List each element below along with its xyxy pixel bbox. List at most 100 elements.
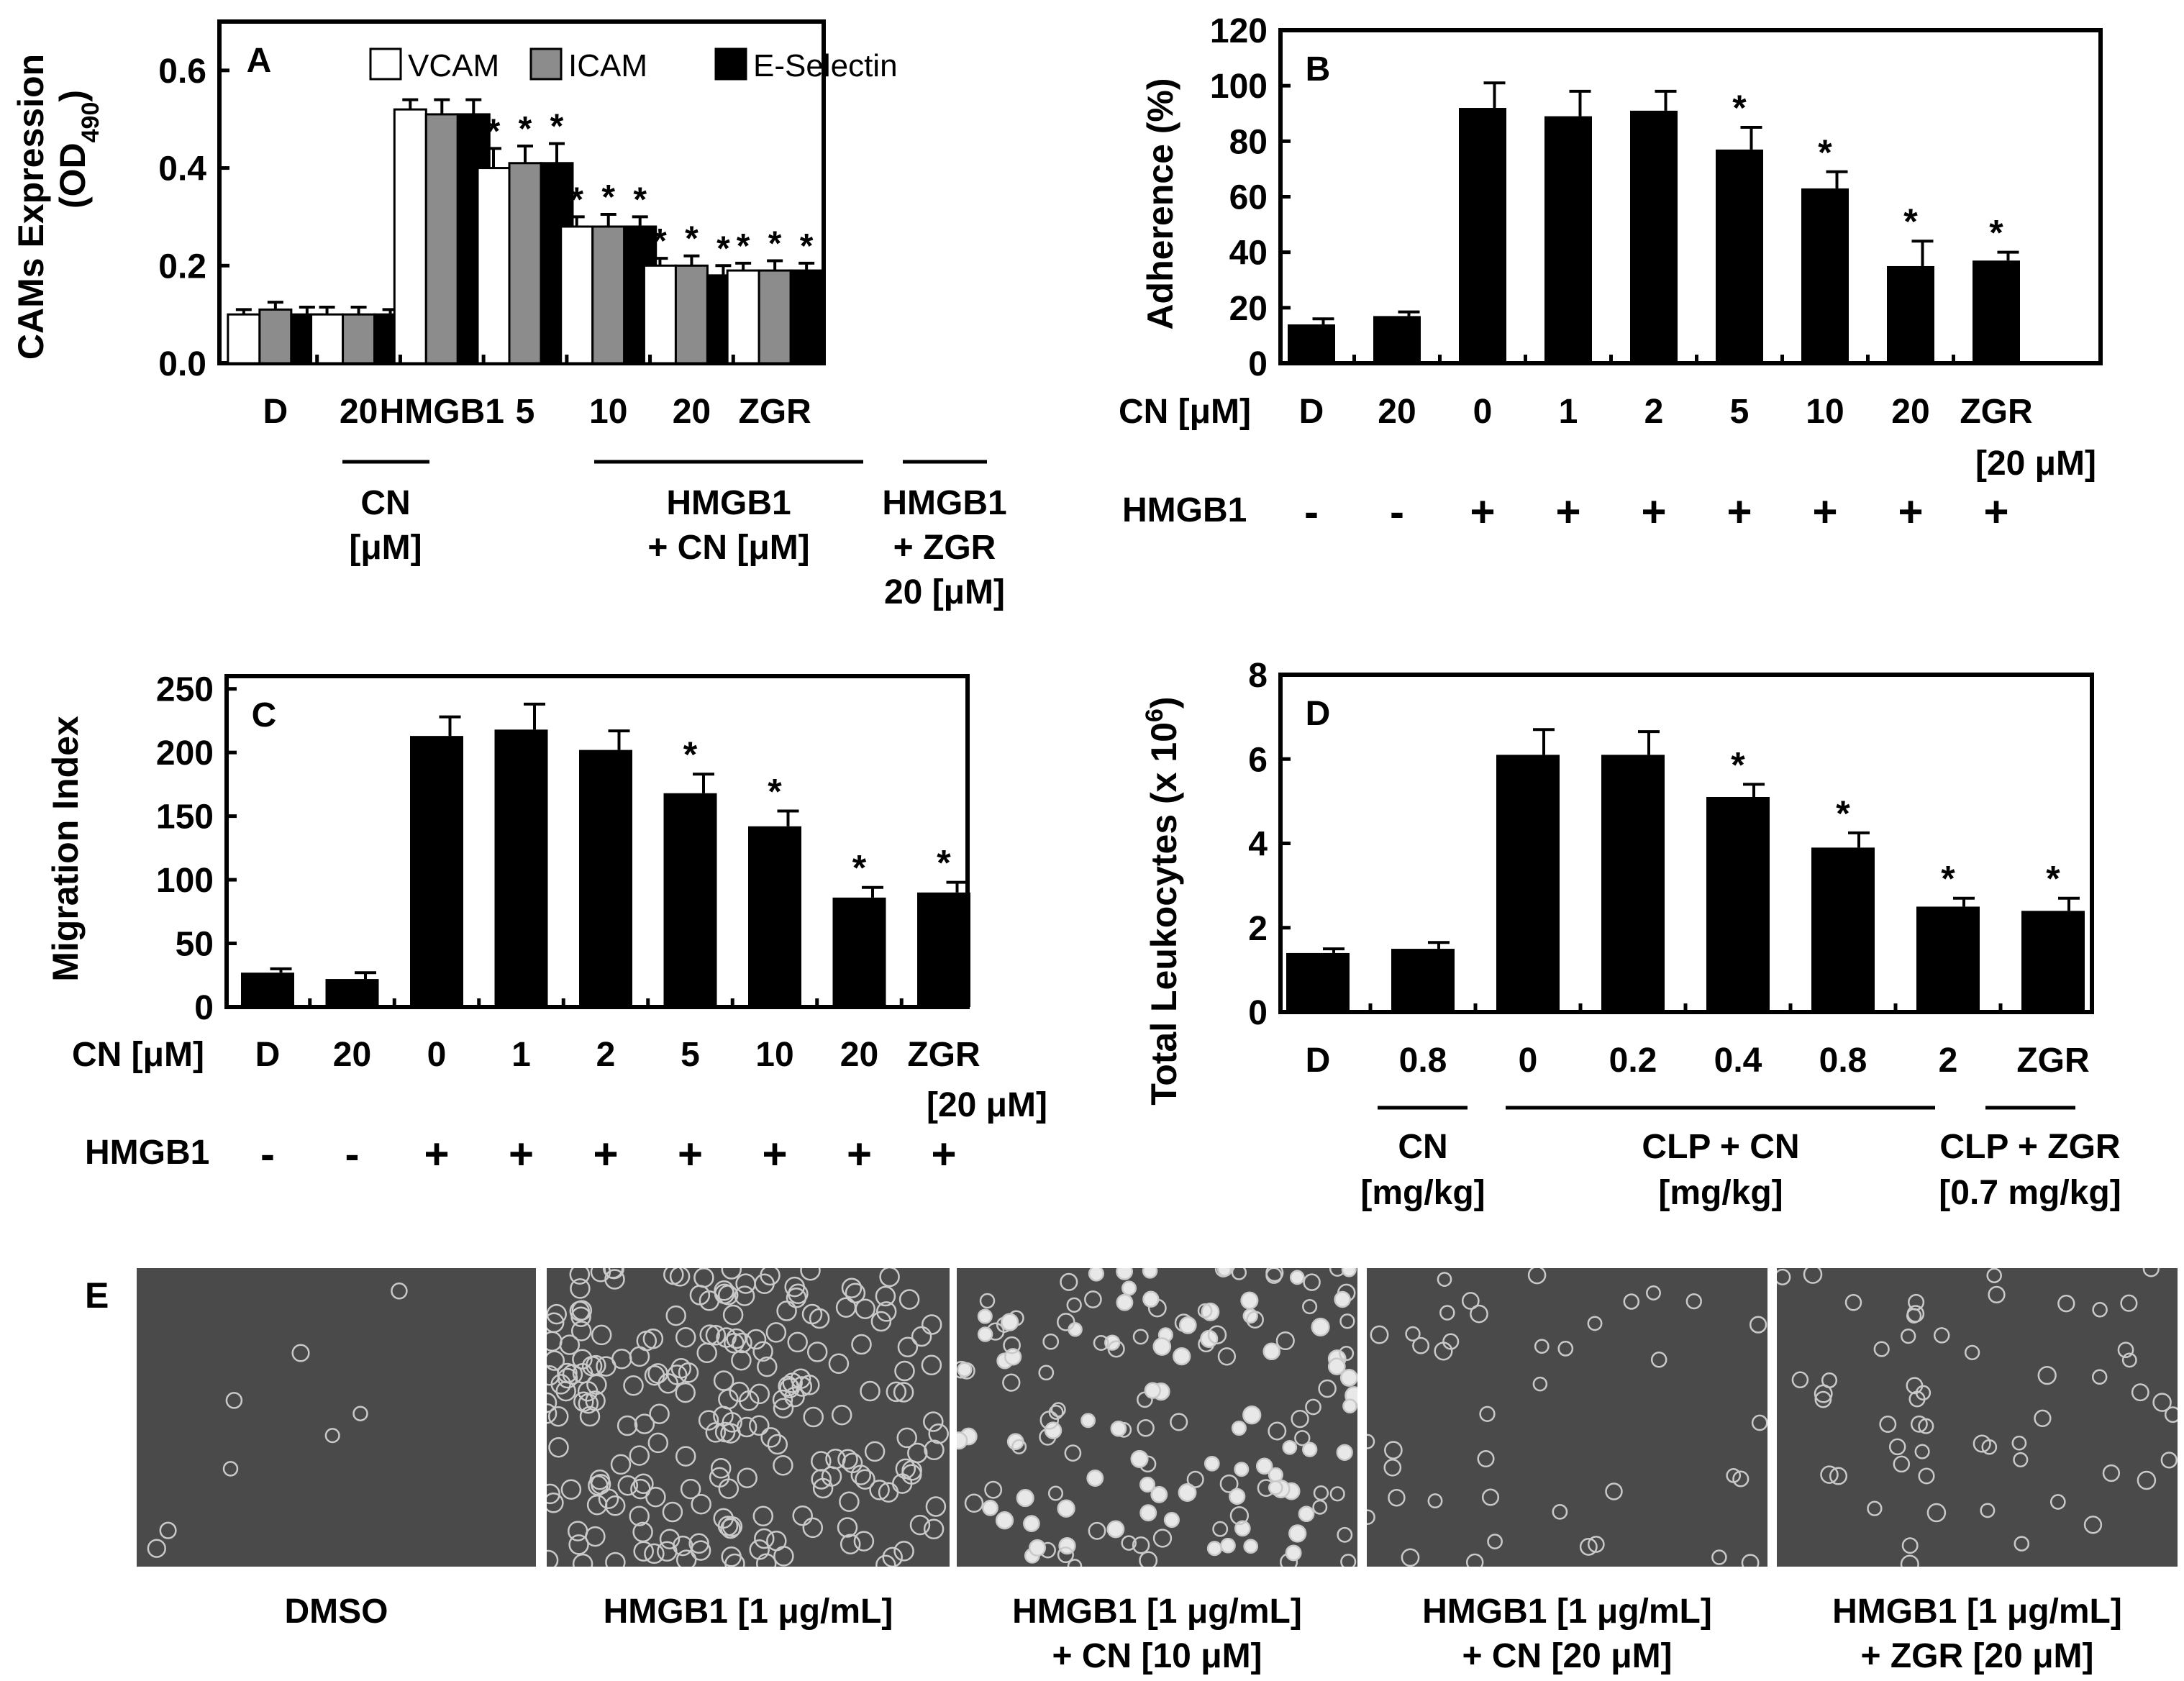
panel-a-significance: * (800, 227, 814, 265)
cell (1139, 1476, 1156, 1493)
cell (895, 1458, 916, 1480)
cell (1066, 1297, 1082, 1313)
cell (1384, 1441, 1403, 1459)
micrograph-label: + CN [20 μM] (1462, 1637, 1673, 1675)
cell (590, 1268, 611, 1283)
cell (850, 1464, 872, 1485)
cell (1340, 1554, 1357, 1567)
panel-a-bar-vcam (393, 108, 427, 365)
cell (778, 1375, 798, 1397)
cell (705, 1325, 727, 1346)
cell (1116, 1268, 1134, 1280)
cell (860, 1380, 881, 1402)
cell (1086, 1470, 1104, 1487)
cell (2131, 1383, 2149, 1402)
cell (1477, 1449, 1495, 1468)
cell (977, 1308, 993, 1324)
cell (925, 1496, 947, 1517)
cell (1220, 1537, 1236, 1554)
cell (837, 1449, 858, 1470)
cell (1329, 1486, 1345, 1502)
panel-a-bar-icam (342, 313, 376, 365)
cell (1178, 1483, 1197, 1502)
cell (591, 1324, 612, 1346)
cell (693, 1268, 714, 1288)
panel-c-hmgb1-sign: + (424, 1130, 449, 1178)
cell (835, 1297, 857, 1318)
cell (773, 1455, 793, 1476)
cell (709, 1467, 730, 1488)
cell (1803, 1268, 1823, 1284)
cell (718, 1389, 739, 1410)
cell (923, 1518, 945, 1540)
cell (1888, 1438, 1906, 1456)
cell (1084, 1290, 1102, 1308)
cell (754, 1528, 775, 1549)
cell (669, 1268, 691, 1287)
panel-a-group-label: HMGB1 (666, 484, 791, 522)
panel-a-group-label: + CN [μM] (647, 529, 809, 567)
cell (1204, 1455, 1220, 1472)
panel-b-hmgb1-sign: + (1470, 488, 1495, 536)
cell (1282, 1439, 1298, 1455)
cell (1219, 1474, 1239, 1493)
cell (1873, 1341, 1890, 1357)
panel-d-group-label: [0.7 mg/kg] (1939, 1174, 2121, 1212)
cell (1243, 1539, 1259, 1554)
cell (705, 1422, 727, 1443)
cell (1028, 1539, 1047, 1557)
cell (659, 1529, 681, 1549)
panel-a-bar-vcam (726, 269, 760, 365)
cell (2164, 1406, 2178, 1423)
panel-c-category-label: 20 (333, 1036, 371, 1074)
cell (577, 1380, 599, 1402)
cell (1552, 1503, 1568, 1520)
cell (1173, 1347, 1191, 1366)
micrograph-label: HMGB1 [1 μg/mL] (1012, 1593, 1302, 1631)
cell (1121, 1535, 1137, 1551)
cell (1038, 1365, 1055, 1381)
cell (752, 1505, 774, 1527)
cell (786, 1288, 807, 1308)
cell (1587, 1316, 1603, 1331)
panel-c-category-label: ZGR (907, 1036, 980, 1074)
panel-b-row-label: CN [μM] (1119, 393, 1251, 431)
panel-d-bar (1496, 755, 1560, 1012)
micrograph-cells (147, 1283, 408, 1558)
cell (1367, 1434, 1375, 1449)
panel-b-bar (1973, 260, 2020, 363)
cell (773, 1398, 794, 1418)
cell (1116, 1293, 1134, 1311)
panel-a-bar-vcam (642, 264, 677, 365)
cell (736, 1416, 757, 1438)
panel-d-bar (1811, 847, 1875, 1012)
cell (547, 1403, 558, 1424)
cell (1814, 1390, 1832, 1408)
panel-a-group-label: [μM] (349, 529, 422, 567)
cell (1023, 1515, 1040, 1532)
cell (921, 1314, 942, 1335)
cell (573, 1391, 594, 1412)
cell (1142, 1268, 1158, 1279)
cell (225, 1392, 243, 1409)
cell (1050, 1402, 1066, 1418)
cell (616, 1415, 638, 1436)
panel-a-group-label: + ZGR (893, 529, 996, 567)
cell (1132, 1329, 1149, 1345)
cell (690, 1540, 711, 1561)
panel-a-category-label: HMGB1 (380, 393, 504, 431)
cell (670, 1358, 692, 1379)
panel-a-significance: * (570, 181, 583, 219)
panel-d-ytick-label: 0 (1248, 994, 1268, 1032)
cell (1901, 1537, 1919, 1554)
cell (1294, 1430, 1311, 1447)
cell (1479, 1406, 1496, 1422)
cell (547, 1549, 559, 1567)
cell (1711, 1549, 1727, 1565)
cell (675, 1382, 696, 1403)
cell (570, 1278, 591, 1299)
cell (726, 1328, 747, 1349)
cell (1879, 1416, 1897, 1433)
cell (675, 1549, 697, 1567)
cell (722, 1304, 744, 1326)
